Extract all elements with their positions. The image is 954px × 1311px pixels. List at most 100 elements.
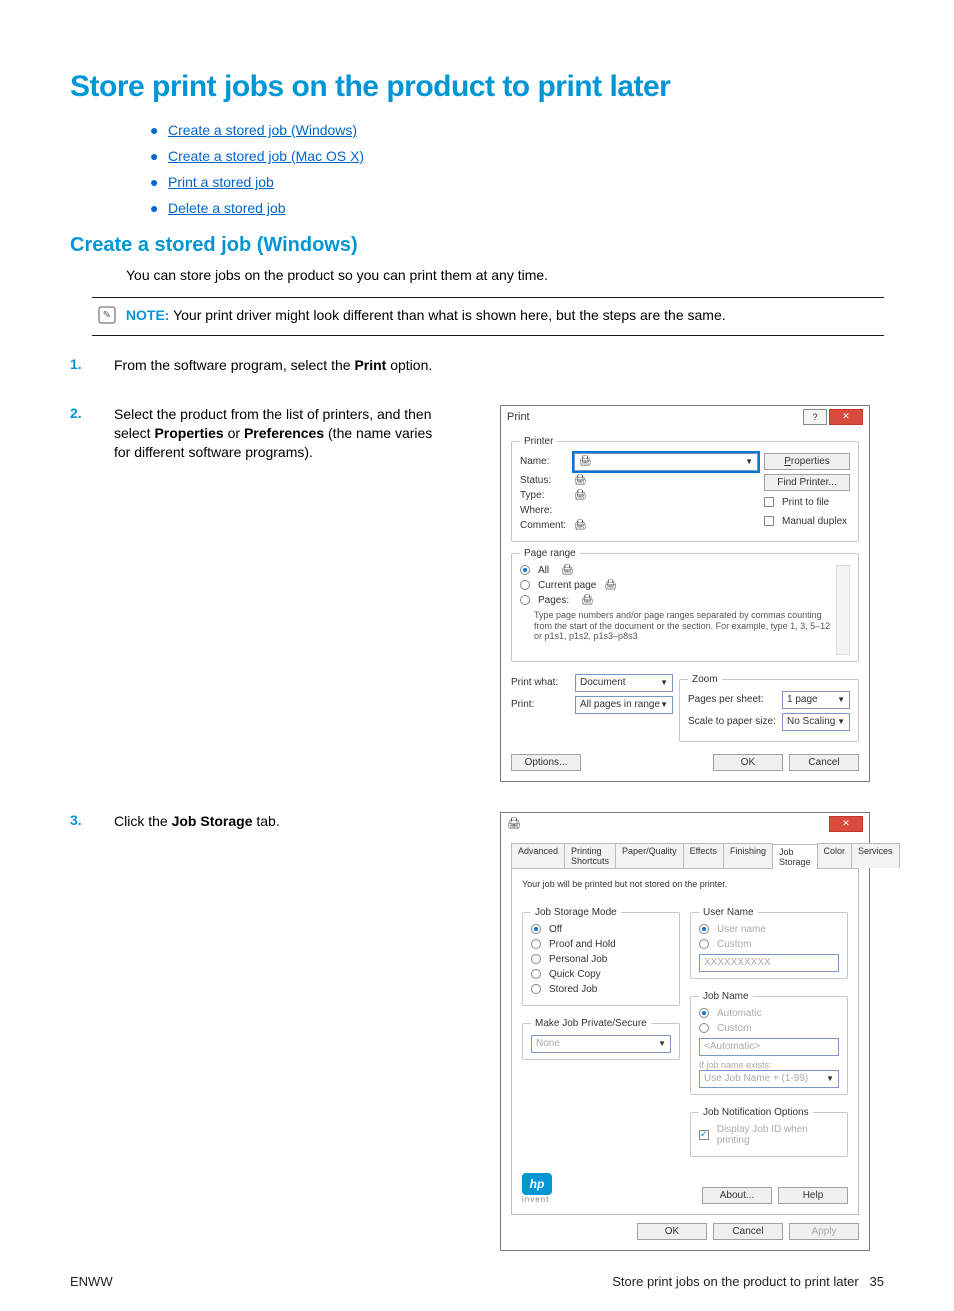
scrollbar[interactable] xyxy=(836,565,850,655)
scale-combo[interactable]: No Scaling▼ xyxy=(782,713,850,731)
jobname-input[interactable]: <Automatic> xyxy=(699,1038,839,1056)
notif-legend: Job Notification Options xyxy=(699,1107,813,1118)
tab-effects[interactable]: Effects xyxy=(683,843,724,868)
note-callout: ✎ NOTE: Your print driver might look dif… xyxy=(92,297,884,336)
cancel-button[interactable]: Cancel xyxy=(713,1223,783,1240)
user-custom-radio[interactable] xyxy=(699,939,709,949)
zoom-legend: Zoom xyxy=(688,674,722,685)
note-icon: ✎ xyxy=(98,306,116,327)
name-label: Name: xyxy=(520,456,570,467)
jobname-custom-label: Custom xyxy=(717,1023,751,1034)
type-label: Type: xyxy=(520,490,570,501)
jobname-auto-radio[interactable] xyxy=(699,1008,709,1018)
apply-button[interactable]: Apply xyxy=(789,1223,859,1240)
tab-color[interactable]: Color xyxy=(817,843,853,868)
toc-list: ●Create a stored job (Windows) ●Create a… xyxy=(70,122,884,216)
all-label: All xyxy=(538,565,549,576)
close-window-button[interactable]: ✕ xyxy=(829,816,863,832)
private-fieldset: Make Job Private/Secure None▼ xyxy=(522,1018,680,1060)
help-button[interactable]: Help xyxy=(778,1187,848,1204)
print-what-combo[interactable]: Document▼ xyxy=(575,674,673,692)
page-range-help: Type page numbers and/or page ranges sep… xyxy=(534,610,836,642)
manual-duplex-label: Manual duplex xyxy=(782,516,847,527)
toc-link-3[interactable]: Delete a stored job xyxy=(168,200,286,216)
toc-link-1[interactable]: Create a stored job (Mac OS X) xyxy=(168,148,364,164)
printer-name-combo[interactable]: 🖨▼ xyxy=(574,453,758,471)
tabs-bar: Advanced Printing Shortcuts Paper/Qualit… xyxy=(511,843,859,869)
cancel-button[interactable]: Cancel xyxy=(789,754,859,771)
mode-personal-label: Personal Job xyxy=(549,954,607,965)
find-printer-button[interactable]: Find Printer... xyxy=(764,474,850,491)
step-number: 2. xyxy=(70,405,114,421)
jobname-custom-radio[interactable] xyxy=(699,1023,709,1033)
user-name-label: User name xyxy=(717,924,766,935)
step-text: Click the Job Storage tab. xyxy=(114,812,444,831)
mode-stored-label: Stored Job xyxy=(549,984,597,995)
toc-link-2[interactable]: Print a stored job xyxy=(168,174,274,190)
jobname-exists-label: If job name exists: xyxy=(699,1060,839,1070)
all-radio[interactable] xyxy=(520,565,530,575)
printer-fieldset: Printer Name: 🖨▼ Status:🖨 Type:🖨 Where: … xyxy=(511,436,859,542)
pps-label: Pages per sheet: xyxy=(688,694,778,705)
note-label: NOTE: xyxy=(126,307,170,323)
pps-combo[interactable]: 1 page▼ xyxy=(782,691,850,709)
close-window-button[interactable]: ✕ xyxy=(829,409,863,425)
print-to-file-check[interactable] xyxy=(764,497,774,507)
footer-right: Store print jobs on the product to print… xyxy=(612,1274,884,1289)
tab-shortcuts[interactable]: Printing Shortcuts xyxy=(564,843,616,868)
user-custom-label: Custom xyxy=(717,939,751,950)
zoom-fieldset: Zoom Pages per sheet:1 page▼ Scale to pa… xyxy=(679,674,859,742)
hp-logo-icon: hp xyxy=(522,1173,552,1195)
where-label: Where: xyxy=(520,505,570,516)
manual-duplex-check[interactable] xyxy=(764,516,774,526)
tab-services[interactable]: Services xyxy=(851,843,900,868)
help-window-button[interactable]: ? xyxy=(803,409,827,425)
private-combo[interactable]: None▼ xyxy=(531,1035,671,1053)
mode-stored-radio[interactable] xyxy=(531,984,541,994)
page-footer: ENWW Store print jobs on the product to … xyxy=(70,1274,884,1289)
dialog-title: Print xyxy=(507,411,530,423)
user-input[interactable]: XXXXXXXXXX xyxy=(699,954,839,972)
print-combo[interactable]: All pages in range▼ xyxy=(575,696,673,714)
user-legend: User Name xyxy=(699,907,758,918)
print-dialog: Print ? ✕ Printer Name: 🖨▼ xyxy=(500,405,870,782)
hp-tag: invent xyxy=(522,1195,552,1204)
mode-proof-radio[interactable] xyxy=(531,939,541,949)
display-jobid-check[interactable] xyxy=(699,1130,709,1140)
display-jobid-label: Display Job ID when printing xyxy=(717,1124,839,1146)
private-legend: Make Job Private/Secure xyxy=(531,1018,651,1029)
footer-left: ENWW xyxy=(70,1274,113,1289)
current-radio[interactable] xyxy=(520,580,530,590)
bullet-icon: ● xyxy=(150,122,168,138)
user-name-radio[interactable] xyxy=(699,924,709,934)
mode-quick-radio[interactable] xyxy=(531,969,541,979)
about-button[interactable]: About... xyxy=(702,1187,772,1204)
properties-button[interactable]: PPropertiesroperties xyxy=(764,453,850,470)
ok-button[interactable]: OK xyxy=(637,1223,707,1240)
tab-finishing[interactable]: Finishing xyxy=(723,843,773,868)
mode-proof-label: Proof and Hold xyxy=(549,939,616,950)
tab-job-storage[interactable]: Job Storage xyxy=(772,844,818,869)
print-what-label: Print what: xyxy=(511,677,571,688)
tab-advanced[interactable]: Advanced xyxy=(511,843,565,868)
jobname-auto-label: Automatic xyxy=(717,1008,761,1019)
options-button[interactable]: Options... xyxy=(511,754,581,771)
step-text: From the software program, select the Pr… xyxy=(114,356,444,375)
banner-text: Your job will be printed but not stored … xyxy=(522,879,848,889)
pages-label: Pages: xyxy=(538,595,569,606)
step-number: 3. xyxy=(70,812,114,828)
tab-paper[interactable]: Paper/Quality xyxy=(615,843,684,868)
mode-off-radio[interactable] xyxy=(531,924,541,934)
ok-button[interactable]: OK xyxy=(713,754,783,771)
mode-legend: Job Storage Mode xyxy=(531,907,621,918)
jobname-exists-combo[interactable]: Use Job Name + (1-99)▼ xyxy=(699,1070,839,1088)
pages-radio[interactable] xyxy=(520,595,530,605)
section-heading: Create a stored job (Windows) xyxy=(70,234,884,257)
mode-off-label: Off xyxy=(549,924,562,935)
chevron-down-icon: ▼ xyxy=(745,457,753,466)
toc-link-0[interactable]: Create a stored job (Windows) xyxy=(168,122,357,138)
mode-personal-radio[interactable] xyxy=(531,954,541,964)
dialog-title: 🖨 xyxy=(507,817,521,830)
jobname-legend: Job Name xyxy=(699,991,753,1002)
properties-dialog: 🖨 ✕ Advanced Printing Shortcuts Paper/Qu… xyxy=(500,812,870,1251)
